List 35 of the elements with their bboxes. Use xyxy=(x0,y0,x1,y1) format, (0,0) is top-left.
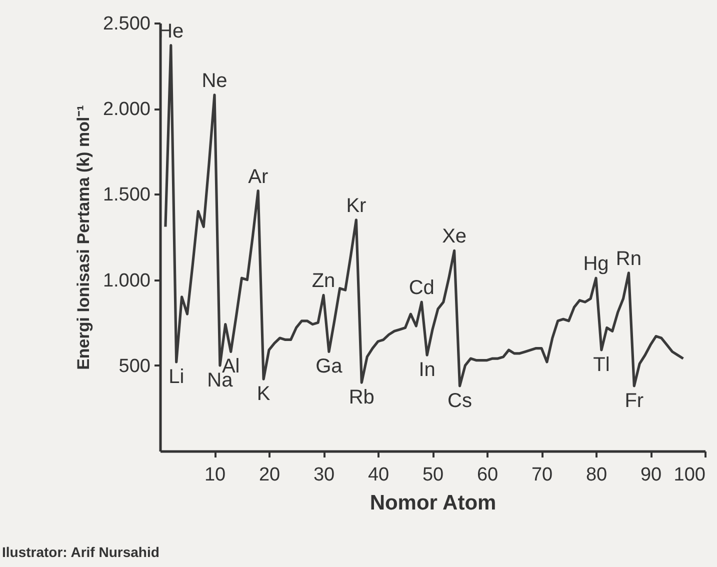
y-tick-label: 1.000 xyxy=(102,270,150,292)
x-tick-label: 100 xyxy=(674,464,706,486)
x-axis-title: Nomor Atom xyxy=(370,492,496,514)
y-tick-label: 2.000 xyxy=(102,99,150,120)
annotation: K xyxy=(256,383,271,406)
x-tick-label: 20 xyxy=(258,464,280,486)
line-series xyxy=(164,44,684,388)
annotation: Kr xyxy=(346,194,367,217)
annotation: Rn xyxy=(616,248,642,270)
annotation: Zn xyxy=(312,270,336,292)
y-axis-title: Energi Ionisasi Pertama (k) mol⁻¹ xyxy=(74,104,93,370)
x-tick-label: 50 xyxy=(422,464,444,486)
x-tick-label: 90 xyxy=(640,464,662,486)
annotation: Li xyxy=(168,366,184,388)
x-tick-label: 80 xyxy=(586,464,608,486)
x-tick-label: 70 xyxy=(531,464,553,486)
text: Ilustrator: Arif Nursahid xyxy=(2,544,160,560)
annotation: Rb xyxy=(348,386,374,409)
y-tick-label: 2.500 xyxy=(102,14,150,34)
annotation: Ar xyxy=(248,166,268,188)
annotation: Cd xyxy=(408,277,434,300)
annotation: Xe xyxy=(442,226,467,248)
annotation: Tl xyxy=(593,354,610,376)
x-tick-label: 30 xyxy=(313,464,335,486)
x-tick-label: 40 xyxy=(368,464,390,486)
y-tick-label: 1.500 xyxy=(102,184,150,206)
annotation: Fr xyxy=(624,390,644,412)
annotation: Ga xyxy=(316,356,344,378)
annotation: Hg xyxy=(583,253,609,276)
x-tick-label: 10 xyxy=(204,464,226,486)
x-tick-label: 60 xyxy=(476,464,498,486)
annotation: In xyxy=(418,359,436,382)
annotation: Cs xyxy=(448,390,472,412)
annotation: Ne xyxy=(202,70,228,92)
y-tick-label: 500 xyxy=(118,356,150,377)
